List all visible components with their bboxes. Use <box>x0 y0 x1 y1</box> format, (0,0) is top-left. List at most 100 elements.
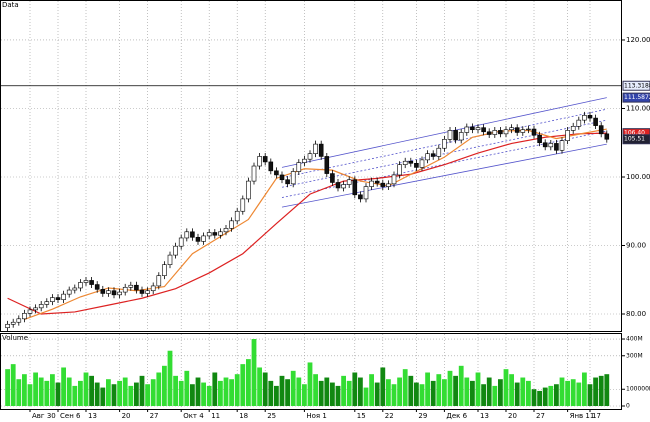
candle-body <box>408 160 414 164</box>
volume-bar <box>324 377 330 406</box>
x-tick-label: Окт 4 <box>183 412 204 420</box>
volume-bar <box>106 379 111 406</box>
candle-body <box>234 210 240 222</box>
candle-body <box>122 286 128 293</box>
candle-body <box>307 153 313 160</box>
candle-body <box>296 162 302 172</box>
candle-body <box>554 143 559 151</box>
volume-bar <box>598 375 604 406</box>
candle-body <box>442 139 447 149</box>
volume-bar <box>33 372 38 406</box>
candle-body <box>201 235 206 242</box>
x-tick-label: 20 <box>508 412 517 420</box>
candle-body <box>414 162 419 168</box>
volume-bar <box>268 380 274 406</box>
candle-body <box>318 143 324 157</box>
y-tick-label: 80.00 <box>626 310 646 318</box>
volume-bar <box>318 380 324 406</box>
volume-bar <box>206 385 212 406</box>
y-tick-label: 110.00 <box>626 104 650 112</box>
volume-bar <box>139 375 145 406</box>
volume-bar <box>246 359 251 406</box>
candle-body <box>324 156 330 174</box>
volume-bar <box>10 364 16 406</box>
volume-bar <box>537 390 542 406</box>
x-tick-label: 20 <box>122 412 131 420</box>
candle-body <box>61 293 66 300</box>
volume-bar <box>442 379 447 406</box>
candle-body <box>369 180 374 187</box>
candle-body <box>262 156 268 163</box>
volume-bar <box>554 384 559 406</box>
x-tick-label: 17 <box>592 412 601 420</box>
volume-bar <box>582 372 587 406</box>
volume-tick-label: 100000K <box>626 386 650 393</box>
volume-bar <box>570 379 576 406</box>
volume-tick-label: 400M <box>626 336 643 343</box>
candle-body <box>111 290 117 296</box>
volume-bar <box>178 380 184 406</box>
volume-bar <box>150 379 156 406</box>
x-tick-label: Янв 11 <box>570 412 595 420</box>
volume-bar <box>330 382 335 406</box>
candle-body <box>531 128 537 136</box>
volume-bar <box>341 375 346 406</box>
candle-body <box>5 323 10 329</box>
candle-body <box>246 180 251 200</box>
candle-body <box>257 156 262 167</box>
candle-body <box>604 133 610 140</box>
volume-bar <box>425 372 430 406</box>
candle-body <box>178 237 184 247</box>
volume-bar <box>173 375 178 406</box>
volume-bar <box>89 375 94 406</box>
volume-bar <box>402 369 408 406</box>
candle-body <box>470 126 475 131</box>
volume-bar <box>335 385 341 406</box>
candle-body <box>419 159 425 168</box>
candle-body <box>128 284 134 288</box>
volume-bar <box>414 382 419 406</box>
candle-body <box>33 307 38 311</box>
volume-bar <box>5 369 10 406</box>
candle-body <box>206 232 212 237</box>
volume-bar <box>190 384 195 406</box>
volume-bar <box>72 385 78 406</box>
volume-tick-label: 300M <box>626 352 643 359</box>
candle-body <box>397 164 402 176</box>
candle-body <box>548 143 554 148</box>
y-tick-label: 90.00 <box>626 242 646 250</box>
candle-body <box>89 280 94 285</box>
volume-bar <box>470 380 475 406</box>
volume-bar <box>128 385 134 406</box>
volume-bar <box>492 385 498 406</box>
volume-bar <box>313 374 318 406</box>
candle-body <box>167 254 173 265</box>
volume-bar <box>498 379 503 406</box>
volume-bar <box>184 370 190 406</box>
volume-bar <box>117 380 122 406</box>
candle-body <box>391 174 397 185</box>
candle-body <box>10 321 16 325</box>
volume-bar <box>464 377 470 406</box>
volume-bar <box>369 374 374 406</box>
horizontal-line-box <box>622 80 650 91</box>
candle-body <box>582 115 587 121</box>
trend-end-box <box>622 92 650 103</box>
volume-bar <box>436 374 442 406</box>
volume-bar <box>587 384 593 406</box>
candle-body <box>106 290 111 294</box>
volume-bar <box>78 380 83 406</box>
candle-body <box>486 131 492 135</box>
volume-bar <box>346 380 352 406</box>
candle-body <box>458 132 464 141</box>
volume-bar <box>122 377 128 406</box>
volume-bar <box>559 377 565 406</box>
volume-bar <box>83 372 89 406</box>
volume-bar <box>290 370 296 406</box>
volume-bar <box>145 384 150 406</box>
candle-body <box>162 264 167 276</box>
volume-bar <box>542 387 548 406</box>
candle-body <box>526 128 531 131</box>
volume-tick-label: 0 <box>626 402 630 409</box>
